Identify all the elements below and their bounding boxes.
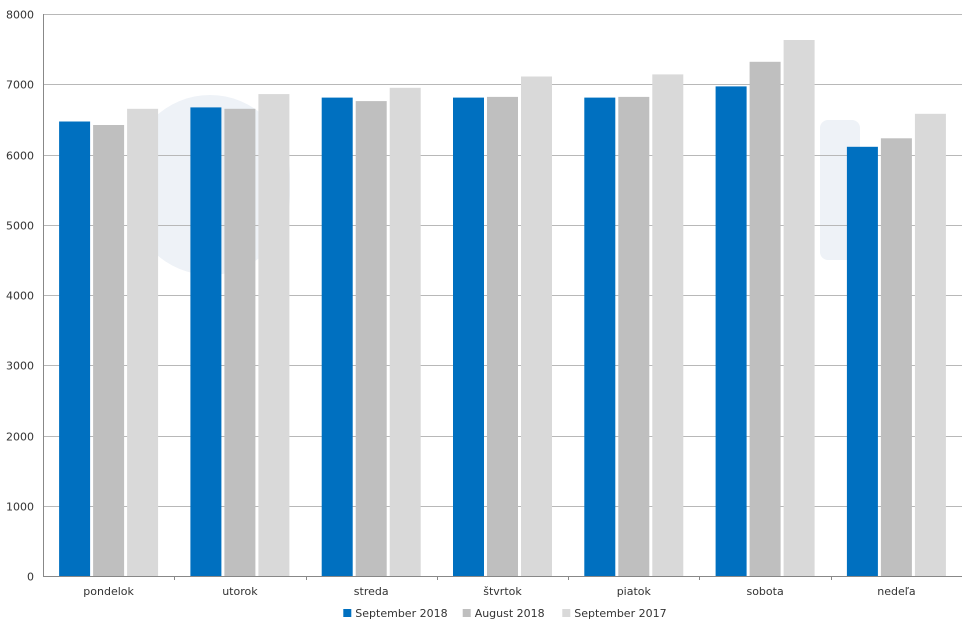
x-tick-label: pondelok: [83, 585, 134, 598]
y-tick-label: 3000: [6, 360, 34, 373]
y-tick-label: 5000: [6, 220, 34, 233]
y-tick-label: 7000: [6, 79, 34, 92]
legend: September 2018 August 2018 September 2017: [343, 607, 667, 620]
bar: [389, 87, 421, 577]
legend-item: September 2018: [343, 607, 448, 620]
bar: [783, 40, 815, 576]
bar: [749, 61, 781, 577]
legend-swatch: [562, 609, 571, 617]
legend-swatch: [343, 609, 352, 617]
bar: [93, 125, 125, 576]
legend-item: August 2018: [462, 607, 545, 620]
bars: [59, 40, 946, 577]
bar: [258, 94, 290, 576]
bar: [846, 146, 878, 577]
y-tick-label: 4000: [6, 290, 34, 303]
axes: 0 1000 2000 3000 4000 5000 6000 7000 8000 pondelo…: [6, 9, 916, 599]
bar: [127, 108, 159, 577]
y-tick-label: 8000: [6, 9, 34, 22]
bar: [355, 101, 387, 576]
legend-swatch: [462, 609, 471, 617]
bar: [584, 97, 616, 576]
bar: [59, 121, 91, 576]
bar: [618, 96, 650, 577]
y-tick-label: 6000: [6, 150, 34, 163]
y-tick-label: 0: [27, 571, 34, 584]
bar: [652, 74, 684, 577]
x-tick-label: utorok: [222, 585, 258, 598]
bar: [453, 97, 484, 576]
bar: [321, 97, 353, 576]
x-tick-label: streda: [354, 585, 389, 598]
legend-label: September 2017: [574, 607, 666, 620]
legend-item: September 2017: [562, 607, 667, 620]
y-tick-label: 2000: [6, 431, 34, 444]
legend-label: August 2018: [475, 607, 545, 620]
x-tick-label: piatok: [617, 585, 652, 598]
bar: [880, 138, 912, 577]
x-tick-label: sobota: [746, 585, 783, 598]
x-tick-label: štvrtok: [483, 585, 522, 598]
x-tick-label: nedeľa: [877, 585, 915, 598]
bar: [224, 108, 256, 577]
bar: [715, 86, 747, 577]
bar: [487, 96, 518, 577]
bar: [521, 76, 552, 576]
y-tick-label: 1000: [6, 501, 34, 514]
legend-label: September 2018: [355, 607, 447, 620]
bar: [914, 113, 946, 577]
bar: [190, 107, 222, 577]
